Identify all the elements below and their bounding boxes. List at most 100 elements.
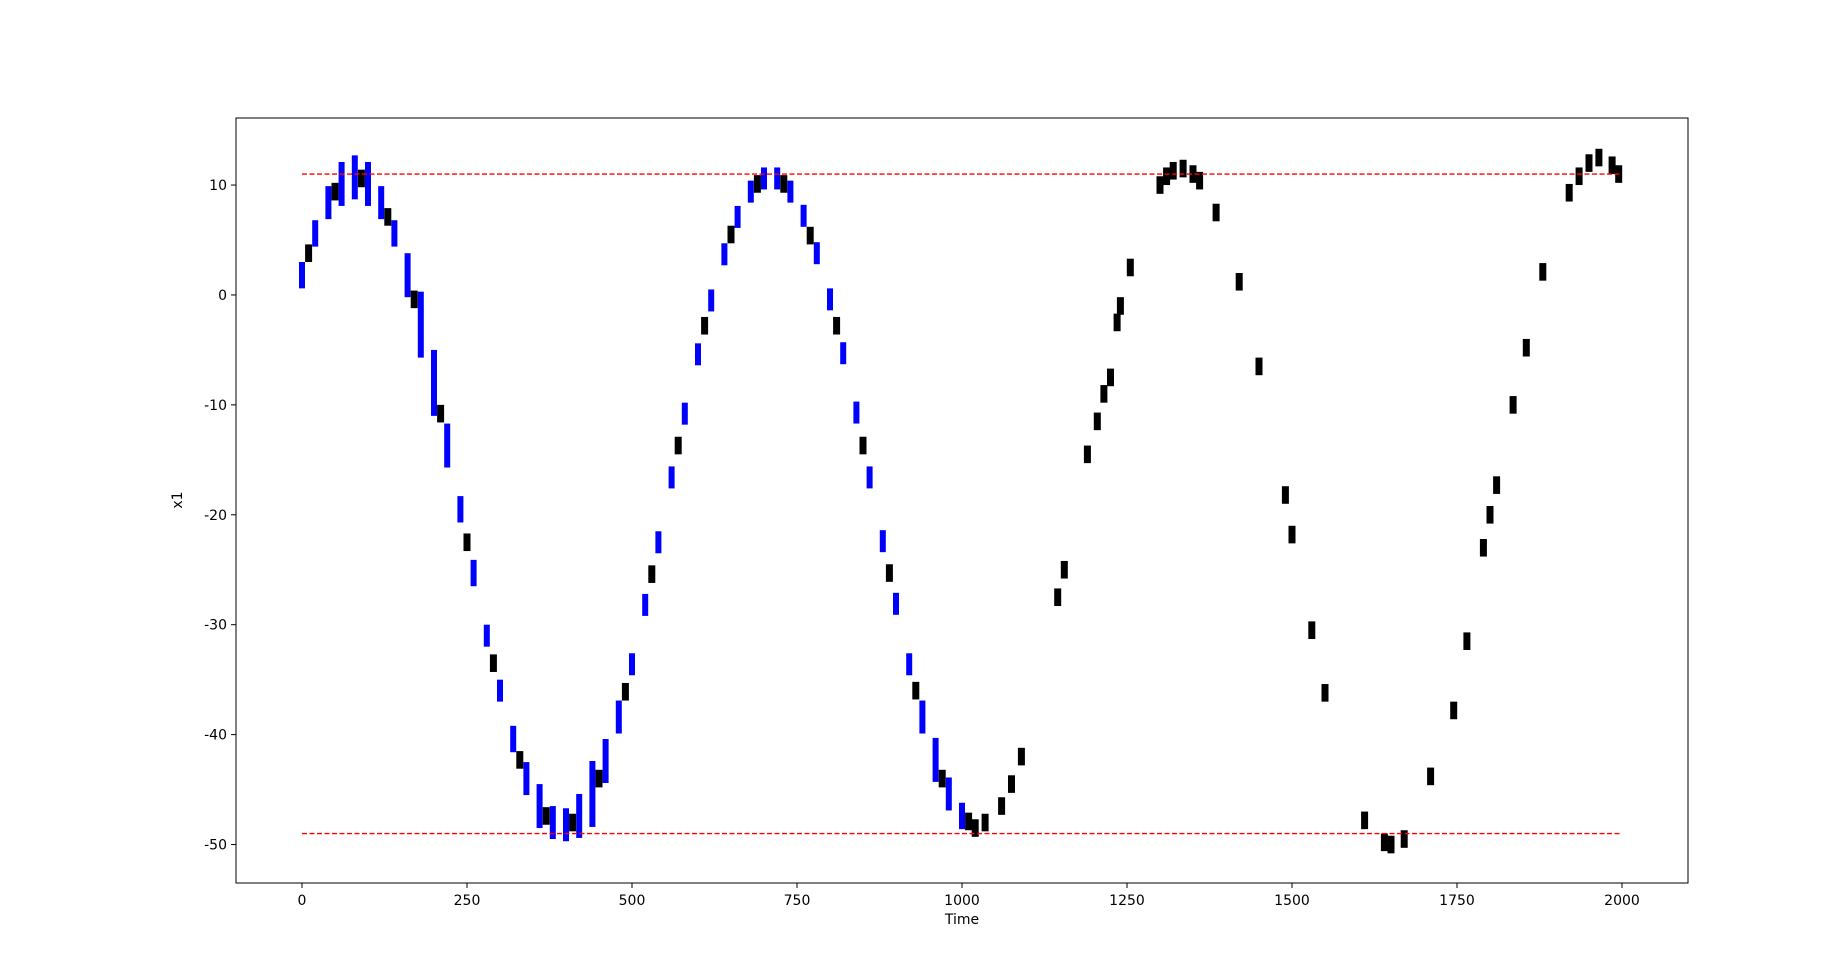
error-bar: [1179, 159, 1187, 178]
error-bar: [1212, 203, 1220, 222]
x-tick-label: 1500: [1274, 893, 1310, 909]
x-tick-label: 2000: [1604, 893, 1640, 909]
error-bar: [721, 243, 728, 266]
error-bar: [305, 244, 313, 262]
error-bar: [1100, 385, 1108, 403]
error-bar: [615, 700, 622, 734]
error-bar: [747, 180, 754, 203]
error-bar: [1565, 183, 1573, 202]
y-tick-label: -40: [204, 728, 227, 744]
error-bar: [357, 169, 365, 188]
y-tick-label: 0: [218, 288, 227, 304]
error-bar: [800, 204, 807, 227]
error-bar: [589, 760, 596, 827]
error-bar: [595, 769, 603, 788]
error-bar: [965, 812, 973, 831]
error-bar: [391, 220, 398, 247]
error-bar: [378, 186, 385, 220]
error-bar: [1008, 775, 1015, 793]
error-bar: [833, 316, 841, 335]
error-bar: [727, 225, 735, 244]
error-bar: [893, 592, 899, 615]
error-bar: [938, 769, 946, 788]
error-bar: [1196, 171, 1204, 190]
error-bar: [523, 762, 530, 796]
error-bar: [879, 530, 886, 553]
error-bar: [1281, 486, 1289, 504]
error-bar: [945, 777, 952, 811]
error-bar: [1126, 258, 1134, 277]
error-bar: [981, 813, 989, 832]
error-bar: [655, 531, 662, 554]
error-bar: [1054, 588, 1062, 607]
error-bar: [1060, 560, 1068, 579]
error-bar: [1255, 357, 1263, 376]
error-bar: [859, 436, 867, 455]
error-bar: [549, 806, 556, 840]
y-tick-label: 10: [209, 178, 227, 194]
error-bar: [542, 807, 550, 825]
error-bar: [338, 161, 345, 206]
x-tick-label: 1250: [1109, 893, 1145, 909]
plot-frame: [235, 117, 1689, 884]
error-bar: [510, 725, 517, 753]
x-tick-label: 750: [784, 893, 811, 909]
error-bar: [463, 533, 471, 552]
error-bar: [444, 423, 451, 468]
error-bar: [516, 751, 524, 769]
error-bar: [404, 253, 411, 298]
y-tick-label: -10: [204, 398, 227, 414]
error-bar: [906, 653, 913, 676]
error-bar: [1113, 313, 1121, 332]
error-bar: [1083, 445, 1091, 464]
error-bar: [384, 208, 392, 226]
error-bar: [365, 161, 371, 206]
error-bar: [932, 737, 939, 782]
error-bar: [602, 739, 609, 783]
error-bar: [806, 226, 814, 245]
error-bar: [853, 401, 860, 424]
error-bar: [1450, 701, 1458, 720]
error-bar: [457, 496, 464, 523]
x-axis-label: Time: [944, 912, 979, 928]
error-bar: [1539, 263, 1547, 281]
error-bar: [410, 290, 418, 309]
error-bar: [497, 679, 503, 702]
error-bar: [827, 288, 833, 311]
x-tick-label: 1750: [1439, 893, 1475, 909]
error-bar: [331, 182, 339, 201]
error-bar: [563, 808, 569, 842]
error-bar: [668, 466, 675, 489]
error-bar: [1595, 148, 1603, 167]
error-bar: [1116, 297, 1124, 315]
error-bar: [1608, 156, 1616, 175]
error-bar: [1321, 684, 1329, 702]
error-bar: [536, 784, 543, 829]
error-bar: [1017, 747, 1025, 766]
error-bar: [734, 205, 741, 228]
error-bar: [351, 155, 358, 200]
error-bar: [1479, 538, 1487, 557]
x-tick-label: 0: [298, 893, 307, 909]
error-bar: [1380, 833, 1388, 852]
error-bar: [753, 175, 761, 193]
x-tick-label: 1000: [944, 893, 980, 909]
error-bar: [1308, 621, 1316, 639]
error-bar: [1163, 167, 1171, 186]
error-bar: [1361, 811, 1369, 830]
error-bar: [1585, 154, 1593, 172]
error-bar: [1169, 161, 1177, 180]
error-bar: [840, 342, 847, 365]
error-bar: [674, 436, 682, 455]
error-bar: [417, 291, 424, 358]
y-axis-label: x1: [170, 491, 186, 508]
error-bar: [998, 797, 1006, 815]
error-bar: [681, 402, 688, 425]
error-bar: [1400, 830, 1408, 848]
error-bar: [1093, 412, 1101, 431]
error-bar: [1463, 632, 1471, 650]
error-bar: [695, 343, 701, 366]
error-bar: [312, 220, 319, 247]
error-bar: [1493, 476, 1501, 494]
